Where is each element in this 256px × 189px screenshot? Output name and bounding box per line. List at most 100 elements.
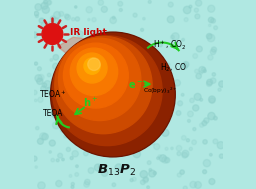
Circle shape bbox=[207, 79, 213, 85]
Circle shape bbox=[46, 88, 51, 92]
Circle shape bbox=[92, 18, 96, 22]
Circle shape bbox=[209, 98, 215, 103]
Text: h$^+$: h$^+$ bbox=[83, 95, 98, 109]
Circle shape bbox=[75, 173, 79, 176]
Text: Co(bpy)$_3$$^{2+}$: Co(bpy)$_3$$^{2+}$ bbox=[143, 86, 178, 96]
Circle shape bbox=[183, 62, 189, 67]
Circle shape bbox=[206, 33, 212, 39]
Circle shape bbox=[74, 6, 77, 8]
Circle shape bbox=[94, 164, 102, 171]
Circle shape bbox=[150, 55, 155, 60]
Circle shape bbox=[180, 170, 184, 174]
Circle shape bbox=[55, 94, 58, 97]
Circle shape bbox=[64, 120, 71, 127]
Circle shape bbox=[144, 177, 148, 182]
Circle shape bbox=[63, 43, 128, 108]
Circle shape bbox=[217, 142, 225, 149]
Circle shape bbox=[187, 111, 193, 117]
Circle shape bbox=[168, 2, 173, 7]
Circle shape bbox=[88, 58, 100, 70]
Circle shape bbox=[141, 94, 144, 98]
Circle shape bbox=[214, 116, 217, 120]
Circle shape bbox=[164, 86, 167, 90]
Circle shape bbox=[141, 180, 145, 185]
Circle shape bbox=[163, 85, 166, 88]
Circle shape bbox=[210, 49, 216, 55]
Circle shape bbox=[195, 181, 201, 188]
Circle shape bbox=[82, 81, 88, 87]
Circle shape bbox=[62, 158, 64, 161]
Circle shape bbox=[51, 110, 58, 118]
Circle shape bbox=[72, 151, 78, 157]
Circle shape bbox=[208, 17, 214, 23]
Circle shape bbox=[95, 42, 98, 45]
Circle shape bbox=[195, 14, 200, 19]
Circle shape bbox=[52, 36, 162, 146]
Circle shape bbox=[170, 35, 174, 39]
Circle shape bbox=[97, 51, 99, 53]
Circle shape bbox=[87, 78, 90, 81]
Circle shape bbox=[176, 111, 181, 115]
Circle shape bbox=[100, 67, 106, 72]
Circle shape bbox=[183, 6, 191, 14]
Circle shape bbox=[49, 29, 52, 33]
Circle shape bbox=[210, 153, 212, 156]
Circle shape bbox=[84, 179, 90, 185]
Circle shape bbox=[69, 174, 72, 177]
Circle shape bbox=[152, 139, 155, 142]
Circle shape bbox=[203, 70, 206, 72]
Circle shape bbox=[182, 152, 188, 158]
Circle shape bbox=[200, 123, 204, 127]
Circle shape bbox=[190, 98, 194, 103]
Circle shape bbox=[42, 24, 63, 44]
Circle shape bbox=[147, 186, 150, 189]
Circle shape bbox=[134, 51, 140, 57]
Circle shape bbox=[58, 153, 62, 158]
Circle shape bbox=[50, 16, 56, 21]
Circle shape bbox=[177, 152, 181, 156]
Circle shape bbox=[54, 12, 60, 18]
Circle shape bbox=[80, 62, 84, 66]
Circle shape bbox=[154, 111, 156, 113]
Circle shape bbox=[34, 62, 38, 65]
Circle shape bbox=[168, 63, 170, 66]
Circle shape bbox=[148, 117, 153, 122]
Circle shape bbox=[89, 88, 93, 92]
Circle shape bbox=[67, 133, 70, 137]
Circle shape bbox=[101, 32, 108, 40]
Circle shape bbox=[47, 73, 51, 77]
Circle shape bbox=[56, 159, 59, 162]
Circle shape bbox=[41, 22, 47, 29]
Circle shape bbox=[167, 16, 174, 23]
Circle shape bbox=[181, 93, 184, 96]
Circle shape bbox=[98, 165, 101, 168]
Circle shape bbox=[56, 180, 62, 187]
Circle shape bbox=[35, 75, 42, 82]
Circle shape bbox=[143, 177, 148, 183]
Circle shape bbox=[84, 58, 100, 74]
Circle shape bbox=[64, 135, 67, 138]
Circle shape bbox=[77, 53, 107, 83]
Circle shape bbox=[64, 78, 71, 85]
Circle shape bbox=[193, 128, 196, 131]
Circle shape bbox=[106, 70, 112, 75]
Circle shape bbox=[79, 95, 82, 98]
Circle shape bbox=[77, 31, 83, 37]
Circle shape bbox=[37, 78, 43, 84]
Circle shape bbox=[162, 157, 168, 163]
Circle shape bbox=[157, 157, 159, 160]
Circle shape bbox=[212, 73, 216, 76]
Circle shape bbox=[202, 67, 206, 71]
Circle shape bbox=[132, 141, 136, 145]
Circle shape bbox=[60, 128, 64, 132]
Circle shape bbox=[112, 183, 116, 187]
Circle shape bbox=[171, 147, 173, 149]
Circle shape bbox=[34, 99, 37, 102]
Circle shape bbox=[207, 81, 212, 86]
Circle shape bbox=[207, 34, 215, 42]
Circle shape bbox=[71, 185, 74, 188]
Text: e$^-$: e$^-$ bbox=[128, 80, 143, 91]
Circle shape bbox=[51, 158, 55, 162]
Circle shape bbox=[104, 65, 109, 70]
Circle shape bbox=[71, 182, 74, 186]
